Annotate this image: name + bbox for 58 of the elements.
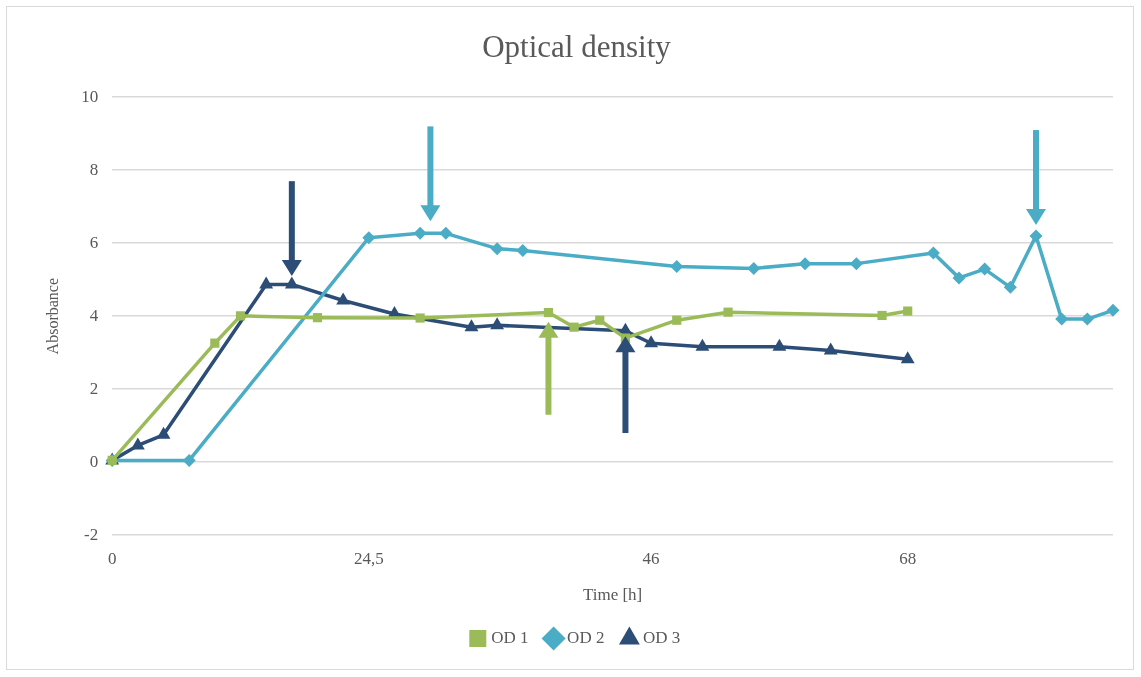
chart-title: Optical density (482, 28, 672, 64)
point (490, 242, 504, 256)
point (877, 310, 887, 321)
y-tick-label: 8 (89, 159, 99, 179)
point (595, 315, 605, 325)
point (823, 342, 838, 355)
point (849, 257, 863, 271)
point (156, 426, 171, 439)
point (1106, 303, 1120, 317)
x-tick-label: 24,5 (353, 548, 384, 568)
point (670, 260, 684, 274)
x-axis-title: Time [h] (582, 585, 643, 605)
point (695, 338, 710, 351)
point (1080, 312, 1094, 326)
point (952, 271, 966, 285)
point (900, 351, 915, 364)
point (1003, 280, 1017, 294)
legend-label: OD 3 (642, 627, 681, 647)
point (439, 226, 453, 240)
legend-label: OD 1 (491, 627, 529, 647)
y-tick-label: 2 (89, 378, 99, 398)
point (1055, 312, 1069, 326)
x-tick-label: 46 (642, 548, 660, 568)
point (464, 319, 479, 332)
point (723, 307, 733, 317)
point (336, 292, 351, 305)
point (903, 306, 913, 316)
x-tick-label: 68 (899, 548, 917, 568)
point (926, 246, 940, 260)
point (672, 315, 682, 325)
point (772, 338, 787, 351)
point (644, 335, 659, 348)
point (516, 244, 530, 257)
point (210, 338, 220, 348)
y-tick-label: 10 (81, 86, 99, 106)
point (182, 453, 196, 467)
point (1029, 229, 1043, 243)
point (978, 262, 992, 276)
point (415, 313, 425, 323)
point (259, 276, 274, 289)
point (747, 261, 761, 275)
point (235, 311, 246, 321)
y-tick-label: 0 (89, 451, 99, 471)
point (284, 276, 299, 289)
point (490, 317, 505, 330)
y-axis-title: Absorbance (43, 277, 61, 355)
point (798, 257, 812, 271)
point (362, 231, 376, 245)
x-tick-label: 0 (107, 548, 117, 568)
y-tick-label: 4 (89, 305, 99, 325)
point (312, 313, 323, 323)
point (543, 307, 554, 318)
y-tick-label: 6 (89, 232, 99, 252)
point (413, 226, 427, 240)
point (569, 322, 579, 332)
point (130, 437, 145, 450)
y-tick-label: -2 (84, 524, 99, 544)
legend-label: OD 2 (567, 627, 605, 647)
